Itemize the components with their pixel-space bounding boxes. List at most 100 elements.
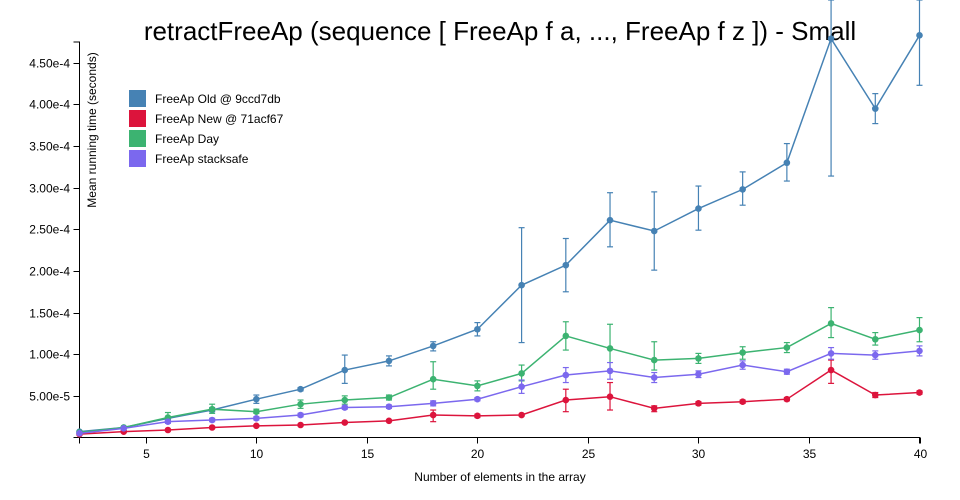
data-point	[562, 261, 570, 269]
x-tick-label: 40	[914, 447, 928, 461]
error-bar	[430, 361, 437, 390]
data-point	[341, 404, 349, 411]
data-point	[518, 370, 525, 377]
data-point	[650, 356, 658, 364]
y-tick-label: 3.00e-4	[29, 182, 70, 196]
data-point	[429, 400, 437, 407]
x-tick-label: 30	[692, 447, 706, 461]
data-point	[297, 400, 304, 408]
legend-swatch	[129, 130, 146, 147]
data-point	[695, 370, 702, 378]
legend-swatch	[129, 150, 146, 167]
x-tick-label: 10	[250, 447, 264, 461]
data-point	[385, 403, 393, 410]
data-point	[208, 416, 216, 424]
legend-label: FreeAp Old @ 9ccd7db	[155, 92, 281, 106]
x-tick-label: 20	[471, 447, 485, 461]
data-point	[518, 281, 525, 289]
legend-item: FreeAp stacksafe	[129, 150, 249, 167]
data-point	[739, 186, 746, 193]
error-bar	[651, 341, 658, 371]
data-point	[606, 216, 614, 224]
legend-item: FreeAp Day	[129, 130, 219, 147]
data-point	[253, 408, 260, 415]
data-point	[385, 394, 393, 401]
data-point	[827, 350, 835, 357]
series-line	[79, 350, 920, 435]
data-point	[120, 425, 128, 432]
data-point	[297, 421, 304, 429]
data-point	[650, 405, 658, 412]
data-point	[429, 375, 437, 383]
y-tick-label: 4.00e-4	[29, 98, 70, 112]
axes: 5.00e-5 1.00e-4 1.50e-4 2.00e-4 2.50e-4 3.00e…	[29, 41, 928, 461]
data-point	[474, 325, 481, 333]
data-point	[695, 205, 702, 212]
legend-item: FreeAp Old @ 9ccd7db	[129, 90, 281, 107]
data-point	[474, 395, 481, 403]
data-point	[871, 391, 879, 399]
data-point	[871, 351, 879, 359]
data-point	[650, 374, 658, 381]
series-line	[79, 322, 920, 434]
error-bar	[828, 0, 835, 177]
x-tick-label: 5	[143, 447, 150, 461]
data-point	[297, 411, 304, 419]
data-point	[695, 400, 702, 407]
y-axis-line	[73, 41, 80, 438]
x-axis-ticks: 5 10 15 20 25 30 35 40	[143, 437, 928, 461]
data-point	[385, 357, 393, 365]
data-point	[739, 361, 746, 369]
data-point	[783, 159, 791, 167]
data-point	[474, 412, 481, 420]
data-point	[208, 424, 216, 431]
legend-label: FreeAp stacksafe	[155, 152, 249, 166]
data-point	[827, 320, 835, 327]
data-point	[827, 35, 835, 42]
x-tick-label: 35	[803, 447, 817, 461]
y-tick-label: 5.00e-5	[29, 390, 70, 404]
y-tick-label: 1.50e-4	[29, 307, 70, 321]
series-line	[79, 369, 920, 435]
data-point	[739, 398, 746, 405]
legend-item: FreeAp New @ 71acf67	[129, 110, 284, 127]
legend: FreeAp Old @ 9ccd7db FreeAp New @ 71acf67…	[129, 90, 284, 167]
y-tick-label: 4.50e-4	[29, 57, 70, 71]
data-point	[739, 349, 746, 356]
data-point	[474, 382, 481, 390]
legend-swatch	[129, 110, 146, 127]
data-point	[562, 371, 570, 379]
legend-label: FreeAp New @ 71acf67	[155, 112, 284, 126]
data-point	[827, 366, 835, 374]
y-tick-label: 1.00e-4	[29, 348, 70, 362]
error-bar	[916, 0, 923, 86]
series-3	[76, 307, 923, 436]
data-point	[783, 395, 791, 403]
x-tick-label: 25	[582, 447, 596, 461]
data-point	[606, 345, 614, 352]
data-point	[916, 32, 923, 39]
data-point	[429, 342, 437, 350]
data-point	[76, 430, 83, 437]
series-line	[79, 34, 921, 433]
series-layer	[76, 0, 923, 438]
data-point	[871, 105, 879, 112]
data-point	[783, 344, 791, 351]
data-point	[164, 426, 172, 434]
x-tick-label: 15	[361, 447, 375, 461]
series-1	[76, 0, 923, 435]
data-point	[606, 367, 614, 375]
data-point	[253, 422, 260, 430]
data-point	[695, 355, 702, 362]
data-point	[871, 335, 879, 343]
data-point	[164, 418, 172, 425]
data-point	[297, 385, 304, 393]
series-4	[76, 345, 923, 437]
chart-title: retractFreeAp (sequence [ FreeAp f a, ..…	[144, 16, 856, 46]
y-tick-label: 2.50e-4	[29, 223, 70, 237]
y-axis-label: Mean running time (seconds)	[85, 52, 99, 207]
data-point	[208, 405, 216, 413]
data-point	[916, 347, 923, 355]
legend-label: FreeAp Day	[155, 132, 219, 146]
